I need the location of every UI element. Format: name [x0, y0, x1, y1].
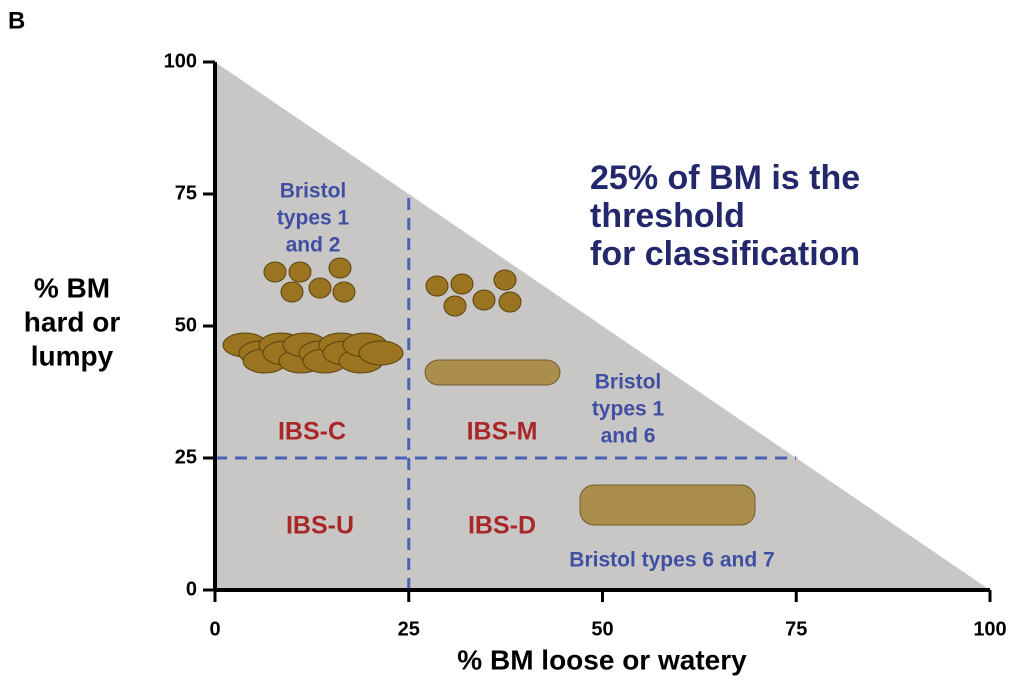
stool-lump — [281, 282, 303, 302]
annotation: Bristol types 6 and 7 — [569, 549, 774, 572]
headline: for classification — [590, 235, 860, 273]
panel-label: B — [8, 7, 25, 34]
annotation: Bristol — [595, 371, 662, 394]
annotation: types 1 — [592, 398, 665, 421]
region-label: IBS-M — [467, 418, 538, 446]
stool-lump — [426, 276, 448, 296]
y-axis-label: % BM — [34, 272, 110, 303]
y-tick-label: 25 — [175, 446, 197, 468]
stool-lump — [359, 341, 403, 365]
headline: threshold — [590, 197, 745, 235]
stool-loose — [580, 485, 755, 525]
region-label: IBS-U — [286, 512, 354, 540]
stool-lump — [444, 296, 466, 316]
x-axis-label: % BM loose or watery — [457, 644, 747, 675]
region-label: IBS-D — [468, 512, 536, 540]
stool-lump — [309, 278, 331, 298]
x-tick-label: 25 — [398, 618, 420, 640]
x-tick-label: 0 — [209, 618, 220, 640]
stool-lump — [499, 292, 521, 312]
y-tick-label: 75 — [175, 182, 197, 204]
x-tick-label: 50 — [591, 618, 613, 640]
annotation: and 6 — [601, 425, 656, 448]
stool-lump — [333, 282, 355, 302]
y-axis-label: lumpy — [31, 340, 114, 371]
stool-lump — [494, 270, 516, 290]
y-tick-label: 0 — [186, 578, 197, 600]
annotation: and 2 — [286, 234, 341, 257]
stool-loose — [425, 360, 560, 385]
x-tick-label: 75 — [785, 618, 807, 640]
x-tick-label: 100 — [973, 618, 1006, 640]
stool-lump — [451, 274, 473, 294]
y-tick-label: 100 — [164, 50, 197, 72]
y-tick-label: 50 — [175, 314, 197, 336]
region-label: IBS-C — [278, 418, 346, 446]
stool-lump — [473, 290, 495, 310]
headline: 25% of BM is the — [590, 159, 860, 197]
annotation: types 1 — [277, 207, 350, 230]
chart: B IBS-C IBS-M IBS-U IBS-D Bristol types 1 and … — [0, 0, 1013, 679]
stool-lump — [289, 262, 311, 282]
annotation: Bristol — [280, 180, 347, 203]
stool-lump — [264, 262, 286, 282]
y-axis-label: hard or — [24, 306, 121, 337]
stool-lump — [329, 258, 351, 278]
